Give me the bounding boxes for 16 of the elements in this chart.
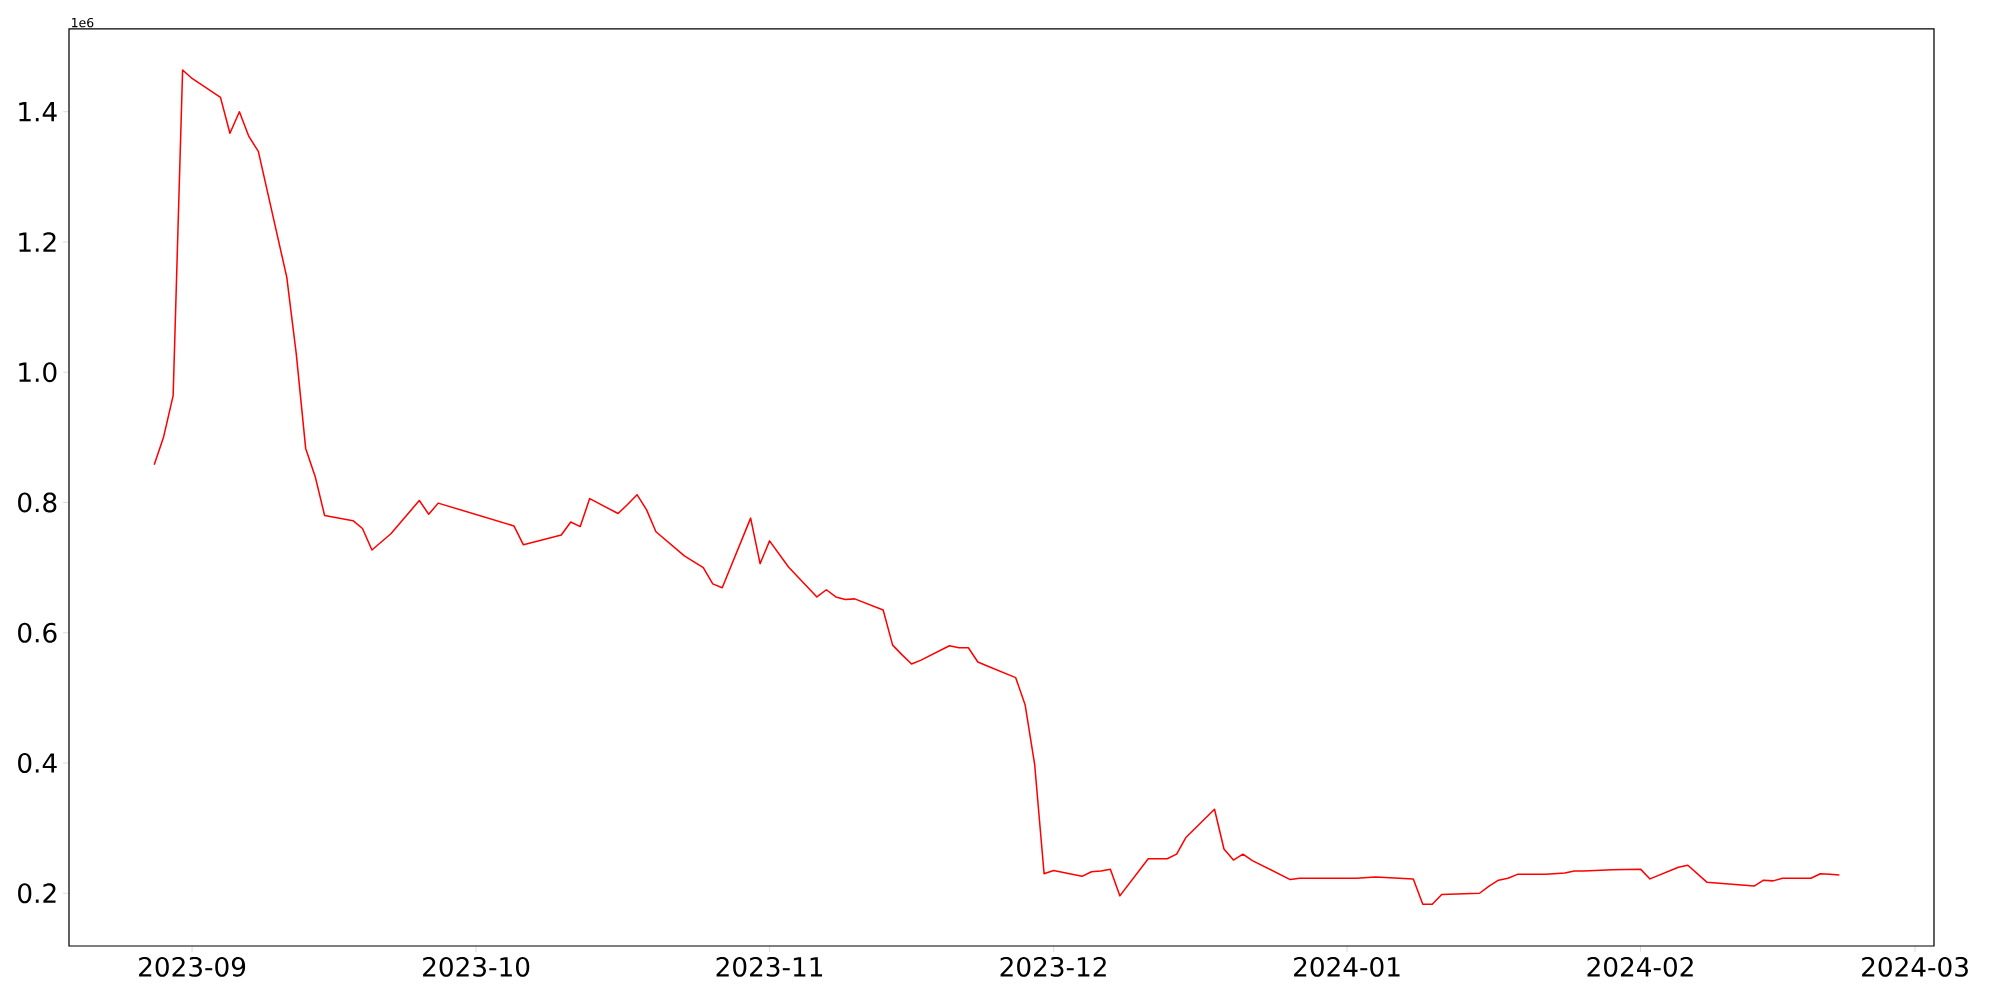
- line-series: [153, 69, 1841, 906]
- y-tick-label: 0.2: [18, 883, 56, 904]
- y-tick-label: 0.4: [18, 753, 57, 773]
- text: 1e6: [72, 17, 94, 28]
- x-tick-label: 2023-12: [1000, 956, 1106, 977]
- y-tick-label: 1.4: [19, 102, 57, 122]
- x-tick-label: 2023-10: [423, 956, 530, 977]
- x-tick-label: 2024-01: [1294, 956, 1400, 977]
- x-tick-label: 2023-09: [139, 956, 246, 977]
- x-tick-label: 2024-02: [1587, 956, 1693, 977]
- y-tick-label: 0.8: [18, 492, 57, 513]
- y-tick-label: 1.2: [19, 232, 56, 252]
- x-tick-label: 2024-03: [1862, 956, 1968, 977]
- y-tick-label: 0.6: [18, 622, 57, 643]
- y-tick-label: 1.0: [19, 362, 57, 383]
- x-tick-label: 2023-11: [716, 956, 823, 977]
